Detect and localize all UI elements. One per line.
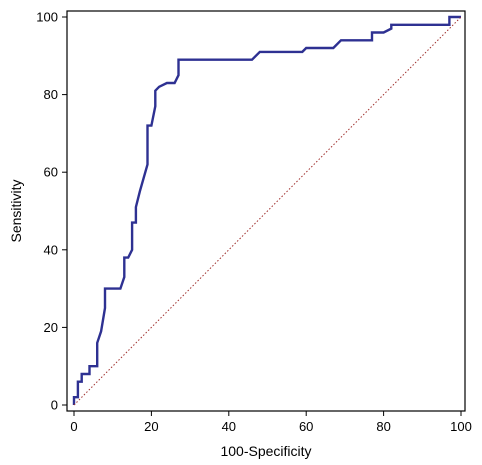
y-axis: 0 20 40 60 80 100 [36, 10, 67, 413]
x-tick-label: 0 [70, 419, 77, 434]
x-axis-title: 100-Specificity [220, 443, 311, 459]
plot-frame [66, 10, 466, 412]
x-tick-label: 20 [144, 419, 158, 434]
x-tick-label: 100 [450, 419, 472, 434]
x-tick-label: 60 [299, 419, 313, 434]
y-tick-label: 40 [44, 242, 58, 257]
y-tick-label: 80 [44, 87, 58, 102]
reference-diagonal-line [73, 16, 462, 406]
y-tick-label: 20 [44, 320, 58, 335]
series-layer [72, 15, 462, 406]
y-tick-label: 100 [36, 10, 58, 25]
roc-curve-line [72, 15, 461, 405]
y-tick-label: 0 [51, 398, 58, 413]
x-tick-label: 80 [376, 419, 390, 434]
x-tick-label: 40 [222, 419, 236, 434]
y-tick-label: 60 [44, 165, 58, 180]
x-axis: 0 20 40 60 80 100 [70, 411, 472, 434]
y-axis-title: Sensitivity [8, 179, 24, 242]
